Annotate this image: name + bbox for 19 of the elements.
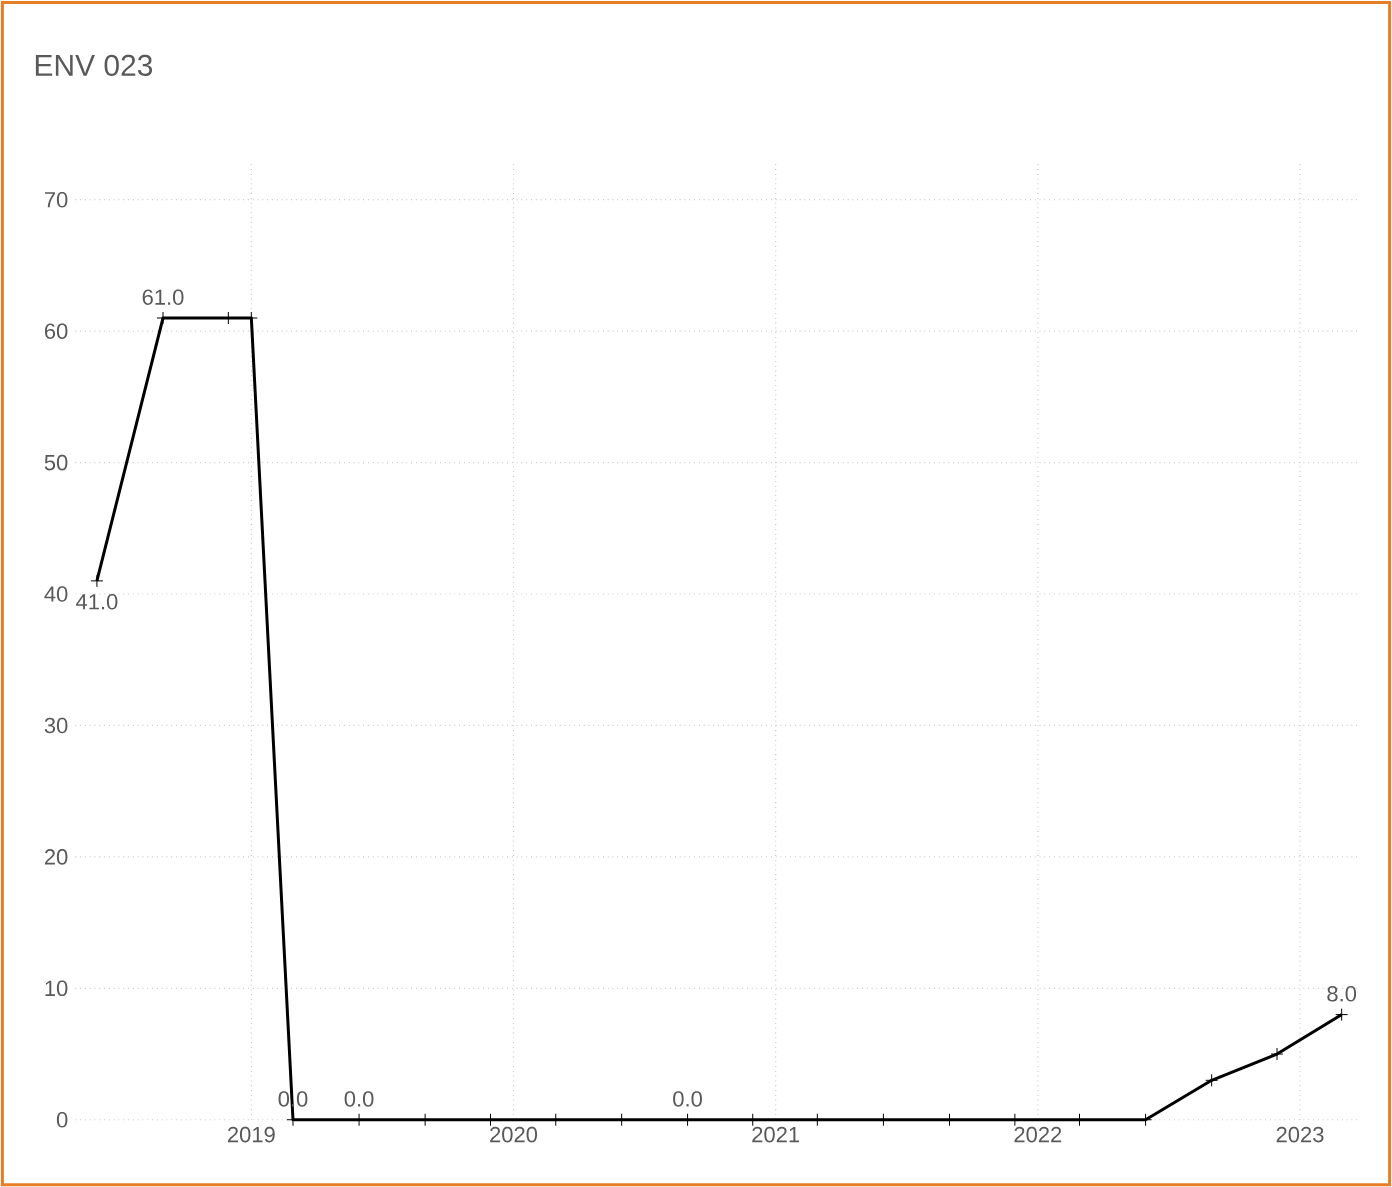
x-tick-label: 2021 xyxy=(752,1126,800,1143)
y-tick-label: 70 xyxy=(44,191,68,208)
y-tick-label: 60 xyxy=(44,323,68,339)
x-tick-label: 2019 xyxy=(227,1126,275,1143)
x-tick-label: 2023 xyxy=(1276,1126,1324,1143)
data-label: 0.0 xyxy=(673,1091,702,1107)
data-label: 61.0 xyxy=(142,289,184,305)
y-tick-label: 10 xyxy=(45,980,68,997)
y-tick-label: 0 xyxy=(56,1111,68,1128)
y-tick-label: 20 xyxy=(44,849,68,865)
chart-title: ENV 023 xyxy=(35,54,153,76)
y-tick-label: 40 xyxy=(44,586,68,602)
x-tick-label: 2020 xyxy=(490,1126,538,1143)
x-tick-label: 2022 xyxy=(1014,1126,1062,1143)
y-tick-label: 50 xyxy=(44,454,68,471)
data-label: 41.0 xyxy=(76,593,118,610)
y-tick-label: 30 xyxy=(44,717,68,734)
data-label: 8.0 xyxy=(1327,985,1357,1002)
data-label: 0.0 xyxy=(344,1091,374,1107)
